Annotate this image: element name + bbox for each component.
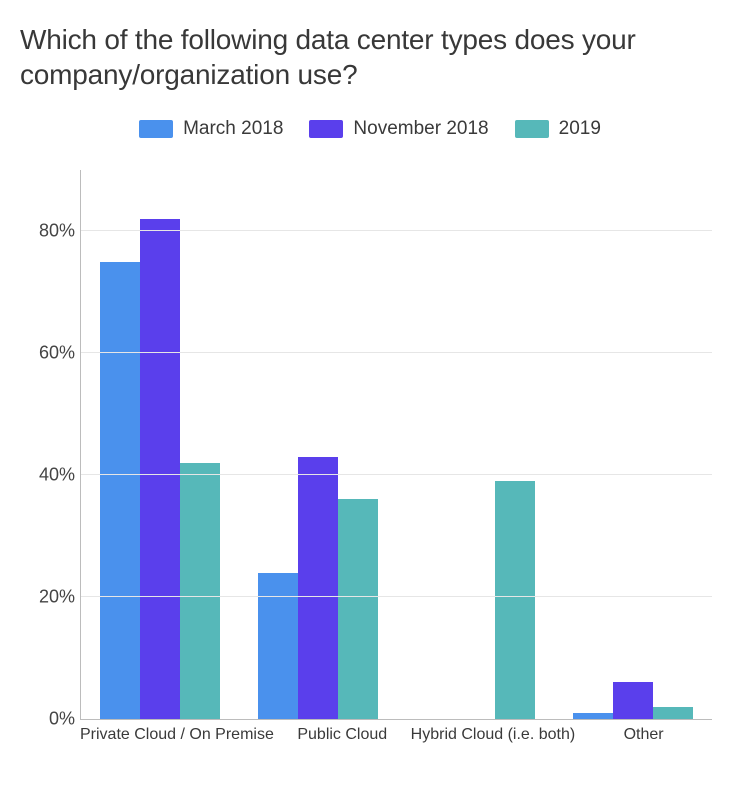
gridline: [81, 352, 712, 353]
legend-swatch: [309, 120, 343, 138]
y-tick-label: 0%: [25, 709, 75, 730]
gridline: [81, 230, 712, 231]
chart-container: Which of the following data center types…: [0, 0, 740, 760]
legend-label: 2019: [559, 118, 601, 140]
y-tick-label: 60%: [25, 343, 75, 364]
x-label: Other: [575, 720, 712, 750]
x-label: Public Cloud: [274, 720, 411, 750]
legend-swatch: [139, 120, 173, 138]
bar: [653, 707, 693, 719]
bar-group: [397, 170, 555, 719]
bar-group: [554, 170, 712, 719]
chart-title: Which of the following data center types…: [20, 22, 720, 92]
legend-item: November 2018: [309, 118, 488, 140]
legend-item: 2019: [515, 118, 601, 140]
bar: [613, 682, 653, 719]
bar: [180, 463, 220, 719]
bar-groups: [81, 170, 712, 719]
y-tick-label: 20%: [25, 587, 75, 608]
bar: [298, 457, 338, 719]
legend-label: November 2018: [353, 118, 488, 140]
gridline: [81, 596, 712, 597]
chart-area: 0%20%40%60%80% Private Cloud / On Premis…: [80, 170, 712, 750]
bar: [258, 573, 298, 719]
x-label: Private Cloud / On Premise: [80, 720, 274, 750]
x-axis-labels: Private Cloud / On Premise Public Cloud …: [80, 720, 712, 750]
legend-swatch: [515, 120, 549, 138]
bar: [140, 219, 180, 719]
bar-group: [81, 170, 239, 719]
gridline: [81, 474, 712, 475]
legend-item: March 2018: [139, 118, 283, 140]
legend-label: March 2018: [183, 118, 283, 140]
bar: [495, 481, 535, 719]
y-tick-label: 40%: [25, 465, 75, 486]
bar: [338, 499, 378, 719]
bar-group: [239, 170, 397, 719]
bar: [573, 713, 613, 719]
chart-legend: March 2018 November 2018 2019: [20, 118, 720, 140]
y-tick-label: 80%: [25, 221, 75, 242]
bar: [100, 262, 140, 720]
chart-plot: 0%20%40%60%80%: [80, 170, 712, 720]
x-label: Hybrid Cloud (i.e. both): [411, 720, 576, 750]
